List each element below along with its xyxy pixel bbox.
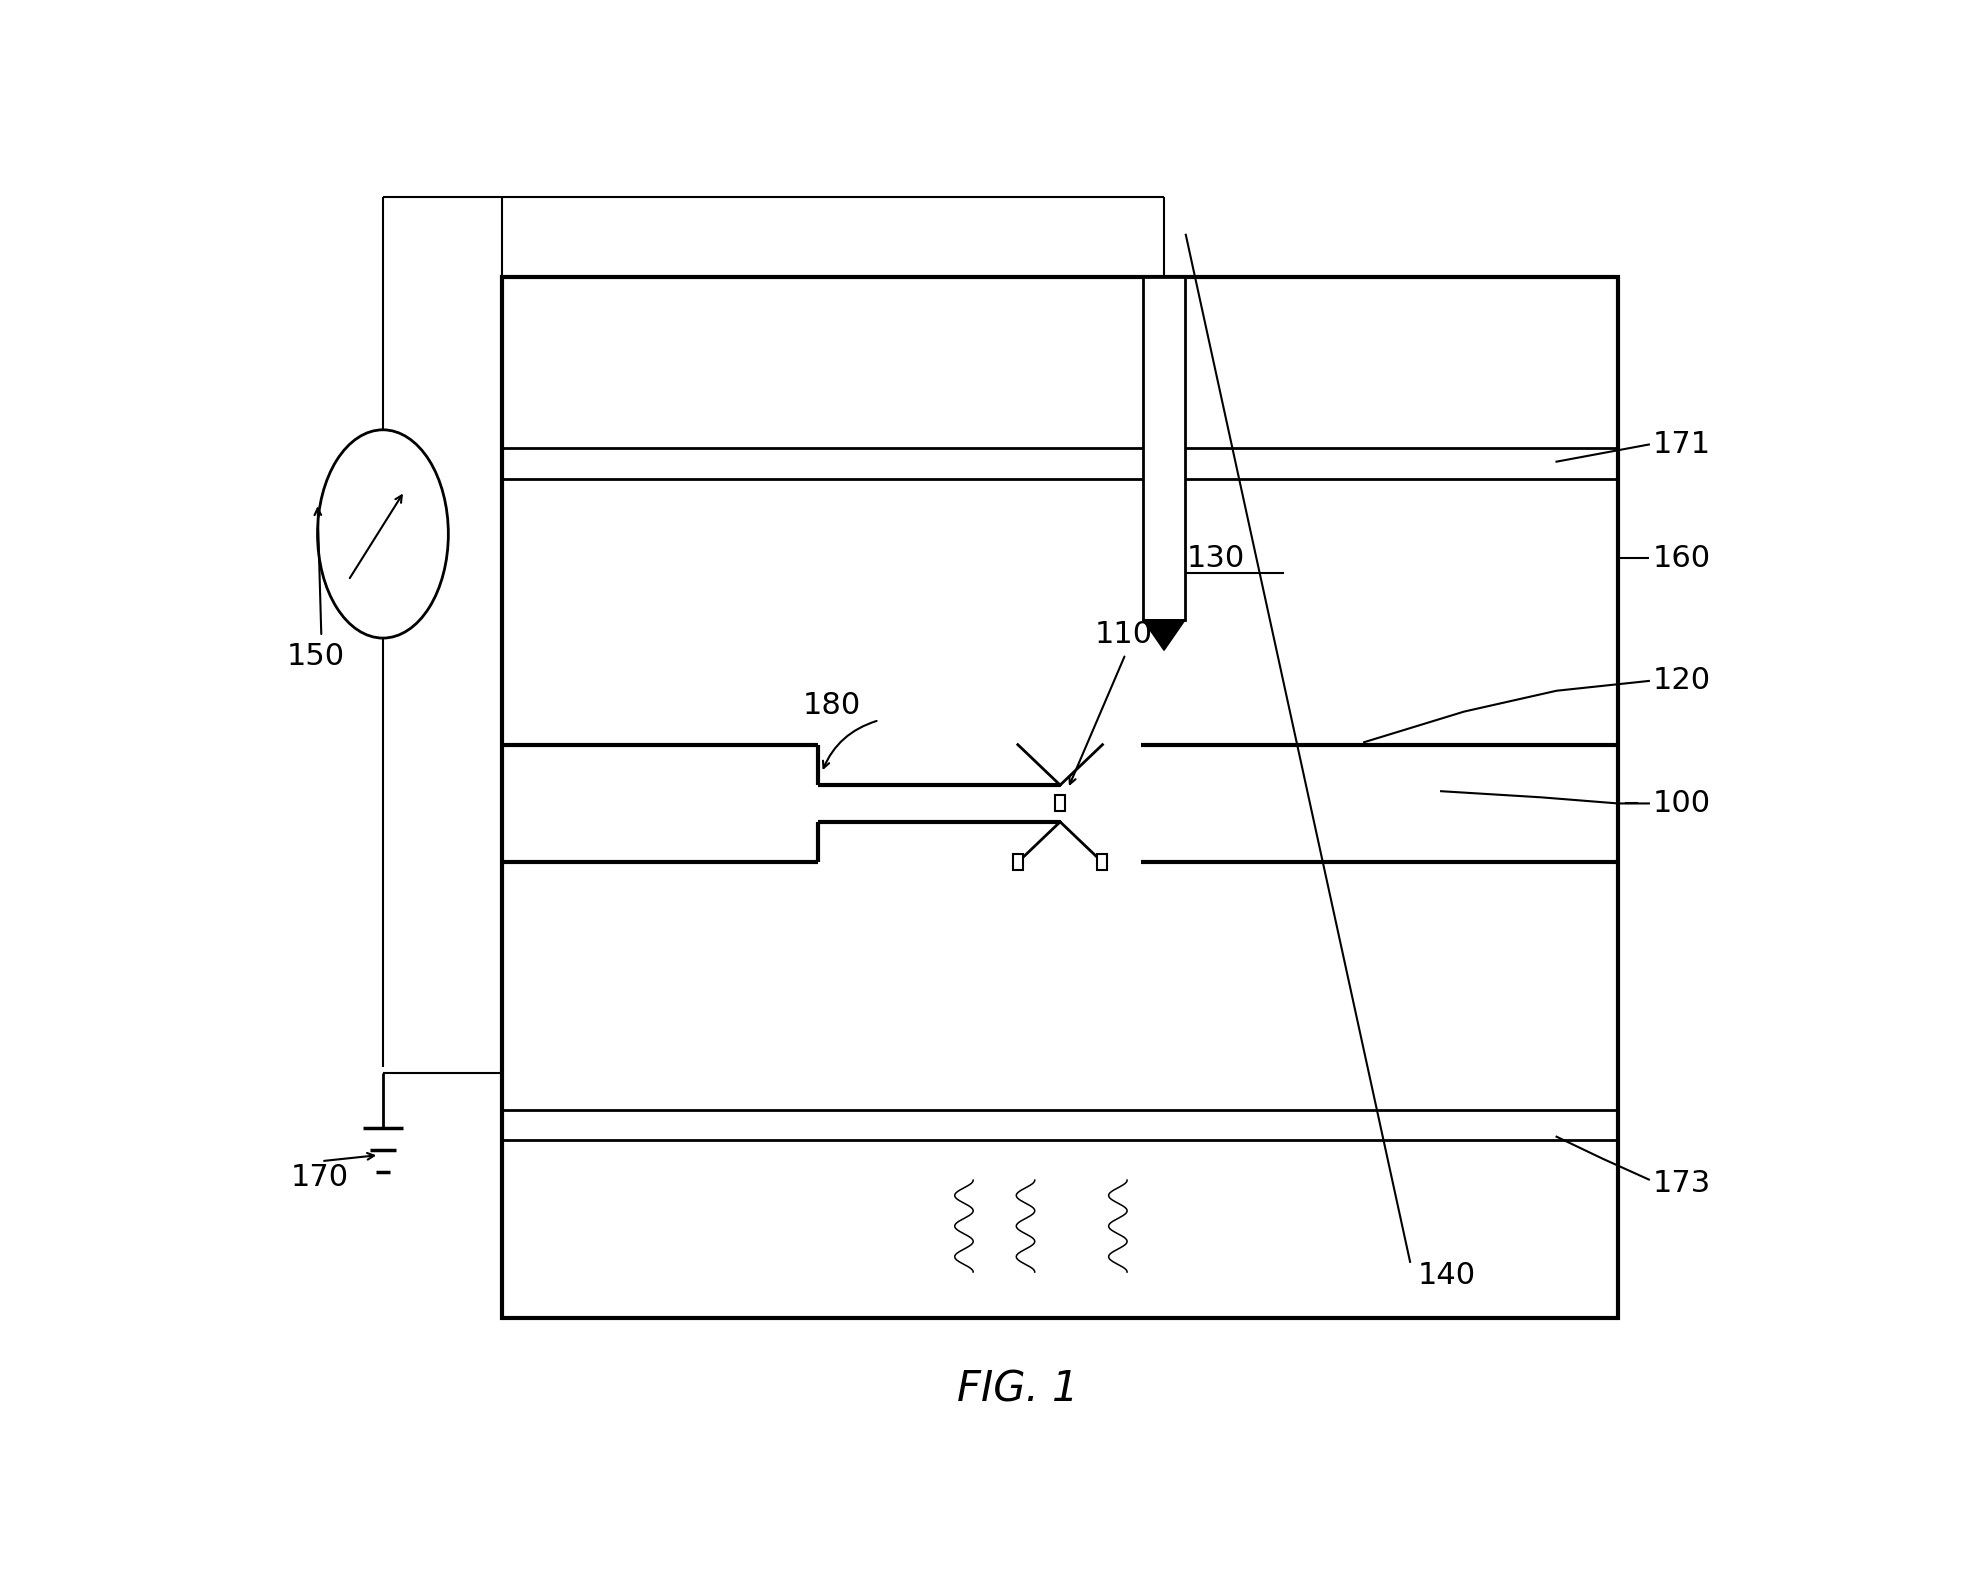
Text: FIG. 1: FIG. 1 (957, 1368, 1078, 1410)
Polygon shape (1142, 620, 1186, 651)
Text: 100: 100 (1652, 789, 1710, 818)
Bar (502, 277, 1619, 1317)
Text: 110: 110 (1094, 620, 1154, 649)
Bar (1142, 277, 1186, 620)
Circle shape (318, 430, 449, 638)
Bar (1098, 854, 1108, 870)
Text: 180: 180 (802, 690, 860, 721)
Bar (1055, 796, 1064, 811)
Text: 120: 120 (1652, 667, 1710, 695)
Text: 173: 173 (1652, 1169, 1712, 1198)
Text: 140: 140 (1418, 1260, 1476, 1290)
Text: 171: 171 (1652, 430, 1710, 460)
Bar (1013, 854, 1023, 870)
Text: 150: 150 (286, 641, 346, 671)
Text: 160: 160 (1652, 544, 1710, 573)
Text: 130: 130 (1188, 544, 1245, 573)
Text: 170: 170 (290, 1163, 350, 1192)
